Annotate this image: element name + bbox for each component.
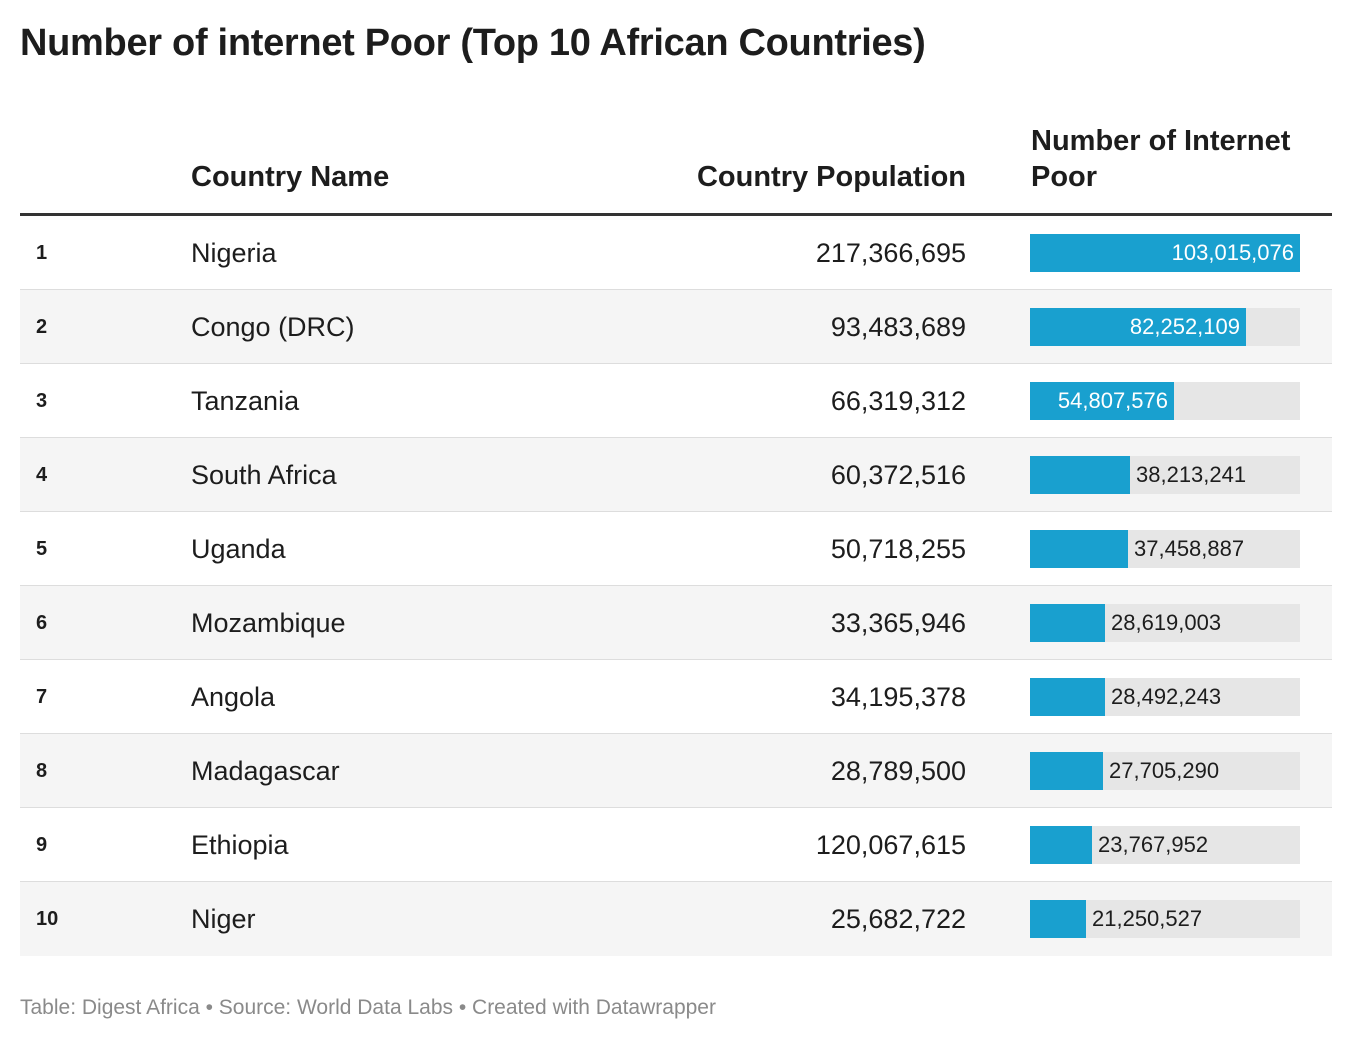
bar-value-label: 54,807,576	[1057, 388, 1168, 413]
row-country-population: 93,483,689	[830, 312, 966, 342]
row-rank: 2	[36, 316, 48, 338]
bar-internet-poor	[1030, 678, 1105, 716]
row-rank: 9	[36, 834, 48, 856]
row-country-population: 25,682,722	[830, 904, 966, 934]
row-country-population: 120,067,615	[815, 830, 966, 860]
bar-value-label: 28,492,243	[1111, 684, 1222, 709]
row-rank: 7	[36, 686, 48, 708]
row-rank: 3	[36, 390, 48, 412]
row-country-name: Ethiopia	[191, 830, 289, 860]
row-rank: 8	[36, 760, 48, 782]
chart-title: Number of internet Poor (Top 10 African …	[20, 22, 926, 64]
table-body: 1 Nigeria 217,366,695 103,015,076 2 Congo (DR…	[20, 216, 1332, 956]
bar-track: 28,619,003	[1030, 604, 1300, 642]
row-country-name: Nigeria	[191, 238, 277, 268]
row-rank: 5	[36, 538, 48, 560]
table-row: 7 Angola 34,195,378 28,492,243	[20, 660, 1332, 734]
row-country-name: Uganda	[191, 534, 286, 564]
bar-internet-poor	[1030, 900, 1086, 938]
bar-internet-poor	[1030, 456, 1130, 494]
row-country-name: Mozambique	[191, 608, 346, 638]
bar-track: 37,458,887	[1030, 530, 1300, 568]
row-rank: 6	[36, 612, 48, 634]
bar-internet-poor	[1030, 604, 1105, 642]
row-rank: 10	[36, 908, 59, 930]
row-rank: 1	[36, 242, 48, 264]
table-row: 8 Madagascar 28,789,500 27,705,290	[20, 734, 1332, 808]
bar-track: 103,015,076	[1030, 234, 1300, 272]
bar-value-label: 23,767,952	[1098, 832, 1209, 857]
table-row: 2 Congo (DRC) 93,483,689 82,252,109	[20, 290, 1332, 364]
bar-track: 28,492,243	[1030, 678, 1300, 716]
bar-value-label: 38,213,241	[1136, 462, 1247, 487]
row-country-name: Congo (DRC)	[191, 312, 355, 342]
row-country-name: Angola	[191, 682, 276, 712]
row-rank: 4	[36, 464, 48, 486]
bar-value-label: 27,705,290	[1109, 758, 1220, 783]
header-internet-poor: Number of Internet Poor	[1031, 125, 1291, 193]
bar-value-label: 28,619,003	[1111, 610, 1222, 635]
table-header: Country Name Country Population Number o…	[20, 108, 1332, 216]
bar-track: 21,250,527	[1030, 900, 1300, 938]
table-row: 6 Mozambique 33,365,946 28,619,003	[20, 586, 1332, 660]
bar-track: 27,705,290	[1030, 752, 1300, 790]
row-country-population: 66,319,312	[830, 386, 966, 416]
bar-track: 82,252,109	[1030, 308, 1300, 346]
bar-internet-poor	[1030, 234, 1300, 272]
table-row: 1 Nigeria 217,366,695 103,015,076	[20, 216, 1332, 290]
row-country-population: 33,365,946	[830, 608, 966, 638]
bar-internet-poor	[1030, 530, 1128, 568]
row-country-name: Madagascar	[191, 756, 340, 786]
row-country-population: 60,372,516	[830, 460, 966, 490]
data-table: Country Name Country Population Number o…	[20, 108, 1332, 956]
row-country-population: 217,366,695	[815, 238, 966, 268]
table-row: 9 Ethiopia 120,067,615 23,767,952	[20, 808, 1332, 882]
header-country-population: Country Population	[696, 161, 966, 193]
table-row: 10 Niger 25,682,722 21,250,527	[20, 882, 1332, 956]
footer-credits: Table: Digest Africa • Source: World Dat…	[20, 996, 716, 1019]
row-country-population: 50,718,255	[830, 534, 966, 564]
bar-track: 38,213,241	[1030, 456, 1300, 494]
table-row: 4 South Africa 60,372,516 38,213,241	[20, 438, 1332, 512]
row-country-name: South Africa	[191, 460, 337, 490]
bar-value-label: 21,250,527	[1092, 906, 1203, 931]
bar-value-label: 37,458,887	[1134, 536, 1245, 561]
bar-track: 54,807,576	[1030, 382, 1300, 420]
row-country-population: 28,789,500	[830, 756, 966, 786]
bar-internet-poor	[1030, 752, 1103, 790]
bar-value-label: 82,252,109	[1129, 314, 1240, 339]
row-country-name: Niger	[191, 904, 256, 934]
bar-value-label: 103,015,076	[1171, 240, 1294, 265]
row-country-name: Tanzania	[191, 386, 300, 416]
row-country-population: 34,195,378	[830, 682, 966, 712]
table-row: 3 Tanzania 66,319,312 54,807,576	[20, 364, 1332, 438]
header-country-name: Country Name	[191, 161, 390, 193]
bar-internet-poor	[1030, 826, 1092, 864]
bar-internet-poor	[1030, 382, 1174, 420]
table-row: 5 Uganda 50,718,255 37,458,887	[20, 512, 1332, 586]
bar-internet-poor	[1030, 308, 1246, 346]
bar-track: 23,767,952	[1030, 826, 1300, 864]
